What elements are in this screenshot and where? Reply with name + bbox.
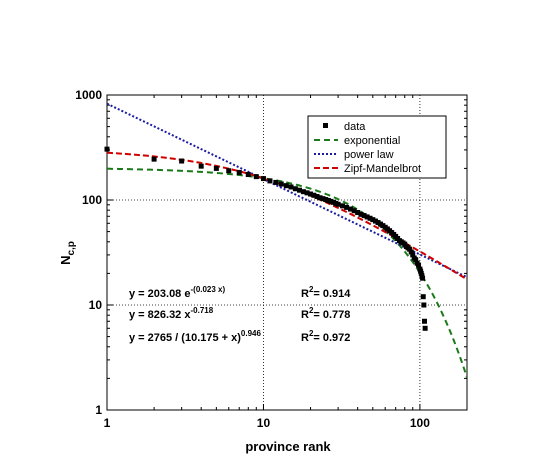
fit-equation: y = 2765 / (10.175 + x)0.946 xyxy=(129,329,261,344)
x-tick-label: 100 xyxy=(410,416,430,430)
data-point xyxy=(407,246,413,252)
data-point xyxy=(344,204,350,210)
y-tick-label: 100 xyxy=(82,193,102,207)
fit-equation-exponent: 0.946 xyxy=(241,329,262,338)
r-squared-label: R xyxy=(301,332,309,344)
tick-labels: 1 10 100 1 10 100 1000 xyxy=(75,88,467,430)
legend: data exponential power law Zipf-Mandelbrot xyxy=(307,115,447,179)
legend-label: power law xyxy=(344,149,394,161)
data-point xyxy=(422,318,428,324)
data-point xyxy=(278,181,284,187)
data-point xyxy=(213,165,219,171)
data-point xyxy=(104,146,110,152)
data-point xyxy=(245,171,251,177)
data-point xyxy=(311,192,317,198)
r-squared: R2= 0.972 xyxy=(301,329,350,344)
r-squared-label: R xyxy=(301,288,309,300)
data-point xyxy=(416,262,422,268)
data-point xyxy=(372,218,378,224)
r-squared: R2= 0.914 xyxy=(301,285,351,300)
fit-equation-base: y = 2765 / (10.175 + x) xyxy=(129,332,241,344)
data-point xyxy=(236,169,242,175)
data-point xyxy=(347,206,353,212)
fit-equation-exponent: -0.718 xyxy=(190,306,213,315)
r-squared-value: = 0.972 xyxy=(313,332,350,344)
r-squared-sup: 2 xyxy=(309,306,314,315)
data-point xyxy=(421,302,427,308)
data-point xyxy=(367,215,373,221)
data-point xyxy=(253,174,259,180)
data-point xyxy=(335,201,341,207)
legend-marker-data xyxy=(323,123,328,128)
r-squared-sup: 2 xyxy=(309,329,314,338)
y-axis-title: Nc,p xyxy=(58,241,77,265)
r-squared-value: = 0.914 xyxy=(313,288,351,300)
fit-equation: y = 826.32 x-0.718 xyxy=(129,306,214,321)
data-point xyxy=(267,178,273,184)
data-point xyxy=(323,197,329,203)
fit-equation-exponent: -(0.023 x) xyxy=(190,285,225,294)
data-point xyxy=(288,184,294,190)
data-point xyxy=(283,183,289,189)
r-squared: R2= 0.778 xyxy=(301,306,350,321)
data-points xyxy=(104,146,428,331)
y-axis-title-sub: c,p xyxy=(66,241,77,255)
data-point xyxy=(273,179,279,185)
data-point xyxy=(339,203,345,209)
y-tick-label: 1000 xyxy=(75,88,102,102)
data-point xyxy=(317,195,323,201)
x-tick-label: 1 xyxy=(104,416,111,430)
y-tick-label: 10 xyxy=(89,298,103,312)
r-squared-value: = 0.778 xyxy=(313,309,350,321)
data-point xyxy=(410,252,416,258)
legend-label: exponential xyxy=(344,135,400,147)
data-point xyxy=(151,156,157,162)
data-point xyxy=(325,197,331,203)
data-point xyxy=(260,176,266,182)
data-point xyxy=(292,186,298,192)
r-squared-label: R xyxy=(301,309,309,321)
data-point xyxy=(351,208,357,214)
data-point xyxy=(308,191,314,197)
data-point xyxy=(304,190,310,196)
r-squared-sup: 2 xyxy=(309,285,314,294)
x-axis-title: province rank xyxy=(245,439,331,454)
data-point xyxy=(420,275,426,281)
x-tick-label: 10 xyxy=(257,416,271,430)
y-axis-title-main: N xyxy=(58,256,73,265)
legend-box xyxy=(307,115,447,179)
data-point xyxy=(355,210,361,216)
legend-label: data xyxy=(344,121,366,133)
plot-frame xyxy=(106,94,468,411)
data-point xyxy=(408,249,414,255)
fit-curve-exp xyxy=(107,167,467,378)
data-point xyxy=(358,211,364,217)
data-point xyxy=(422,325,428,331)
data-point xyxy=(320,196,326,202)
data-point xyxy=(300,189,306,195)
data-point xyxy=(420,294,426,300)
fit-equation-base: y = 203.08 e xyxy=(129,288,190,300)
data-point xyxy=(297,187,303,193)
fit-equation: y = 203.08 e-(0.023 x) xyxy=(129,285,226,300)
data-point xyxy=(370,217,376,223)
data-point xyxy=(179,158,185,164)
data-point xyxy=(364,214,370,220)
data-point xyxy=(413,257,419,263)
fit-equation-base: y = 826.32 x xyxy=(129,309,191,321)
data-point xyxy=(314,193,320,199)
data-point xyxy=(361,213,367,219)
data-point xyxy=(198,163,204,169)
data-point xyxy=(226,168,232,174)
legend-label: Zipf-Mandelbrot xyxy=(344,163,421,175)
y-tick-label: 1 xyxy=(95,403,102,417)
grid-lines xyxy=(107,95,467,410)
